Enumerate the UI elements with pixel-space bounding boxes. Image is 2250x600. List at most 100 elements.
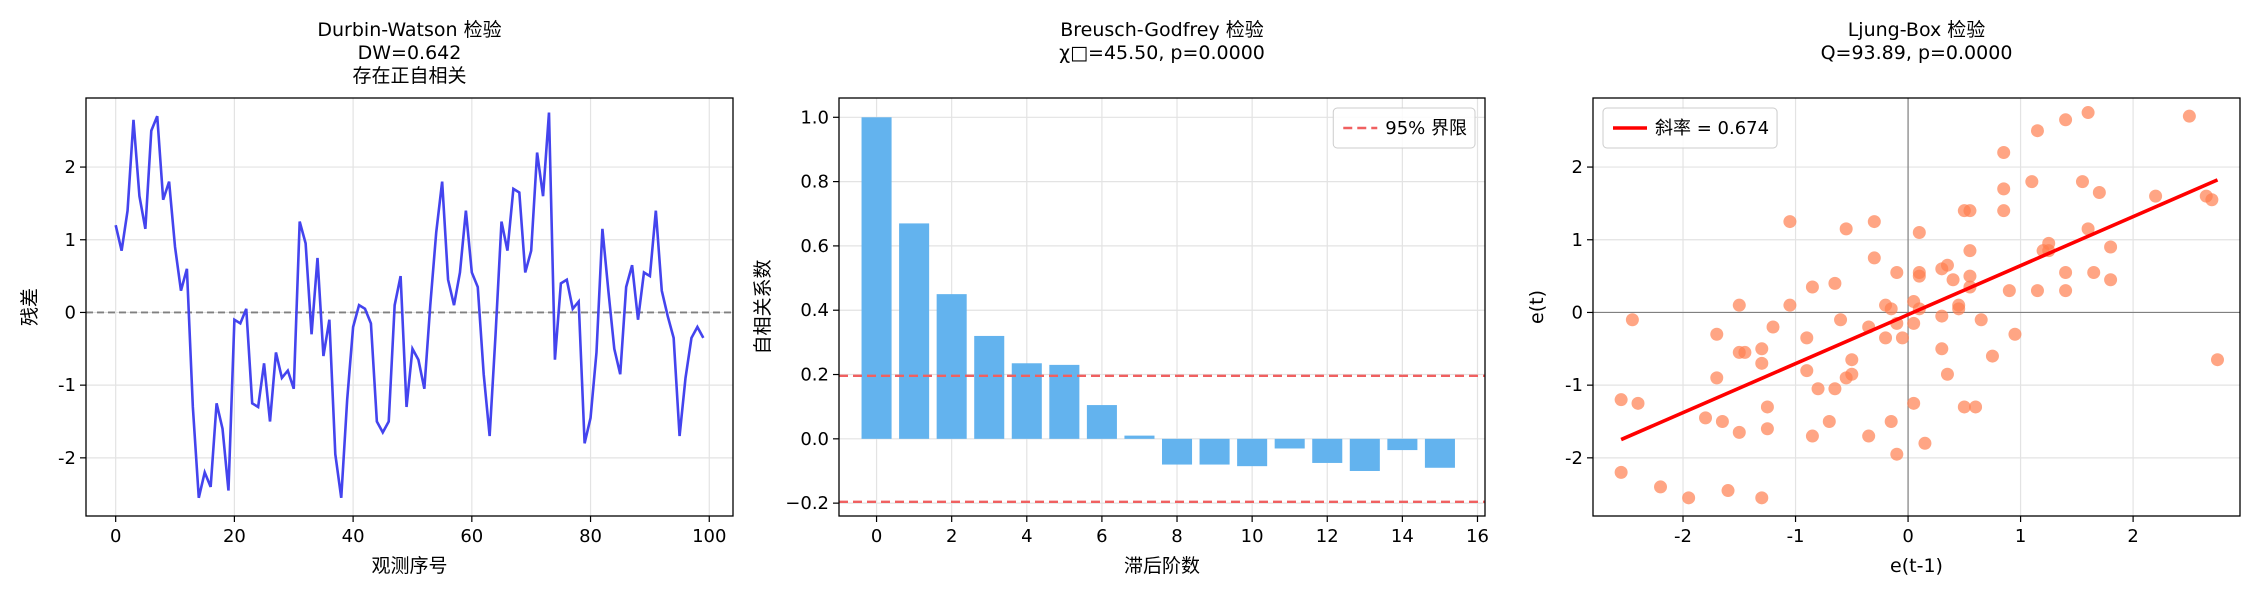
bar bbox=[974, 335, 1005, 439]
plot-frame bbox=[85, 97, 734, 517]
scatter-point bbox=[2104, 240, 2118, 254]
scatter-point bbox=[1715, 414, 1729, 428]
scatter-point bbox=[1907, 295, 1921, 309]
y-tick-label: 0.0 bbox=[800, 429, 829, 450]
scatter-point bbox=[1839, 222, 1853, 236]
bar bbox=[1349, 438, 1380, 471]
bar bbox=[1274, 438, 1305, 449]
y-tick-label: -2 bbox=[1565, 448, 1583, 469]
scatter-point bbox=[1912, 225, 1926, 239]
scatter-point bbox=[1907, 396, 1921, 410]
scatter-point bbox=[1760, 400, 1774, 414]
scatter-point bbox=[1907, 316, 1921, 330]
y-axis-label: 残差 bbox=[19, 288, 41, 326]
x-tick-label: -2 bbox=[1674, 526, 1692, 547]
scatter-point bbox=[1890, 265, 1904, 279]
bar bbox=[936, 294, 967, 439]
legend: 95% 界限 bbox=[1332, 107, 1476, 149]
x-tick-label: 10 bbox=[1241, 526, 1264, 547]
y-tick-label: 1.0 bbox=[800, 107, 829, 128]
scatter-point bbox=[1822, 414, 1836, 428]
y-tick-label: 0.6 bbox=[800, 236, 829, 257]
scatter-point bbox=[2059, 265, 2073, 279]
y-tick-label: 2 bbox=[1572, 157, 1583, 178]
scatter-point bbox=[1867, 251, 1881, 265]
y-axis-label: 自相关系数 bbox=[752, 259, 774, 354]
scatter-point bbox=[2008, 327, 2022, 341]
scatter-point bbox=[1766, 320, 1780, 334]
scatter-point bbox=[1682, 491, 1696, 505]
scatter-point bbox=[1895, 331, 1909, 345]
scatter-point bbox=[1918, 436, 1932, 450]
chart-title: 存在正自相关 bbox=[352, 65, 466, 87]
y-tick-label: −0.2 bbox=[785, 493, 829, 514]
scatter-point bbox=[1940, 258, 1954, 272]
scatter-point bbox=[1800, 331, 1814, 345]
scatter-point bbox=[1732, 425, 1746, 439]
scatter-point bbox=[2059, 113, 2073, 127]
y-tick-label: 0.4 bbox=[800, 300, 829, 321]
scatter-point bbox=[1862, 429, 1876, 443]
scatter-point bbox=[2092, 186, 2106, 200]
scatter-point bbox=[1699, 411, 1713, 425]
scatter-point bbox=[1985, 349, 1999, 363]
y-tick-label: -2 bbox=[58, 448, 76, 469]
scatter-point bbox=[2081, 106, 2095, 120]
scatter-point bbox=[1811, 382, 1825, 396]
x-tick-label: 6 bbox=[1096, 526, 1107, 547]
scatter-point bbox=[1631, 396, 1645, 410]
scatter-point bbox=[1845, 353, 1859, 367]
scatter-point bbox=[1957, 400, 1971, 414]
scatter-point bbox=[1963, 244, 1977, 258]
scatter-point bbox=[1879, 298, 1893, 312]
y-tick-label: 2 bbox=[65, 157, 76, 178]
panel: Ljung-Box 检验Q=93.89, p=0.0000 -2 -1 0 1 2 -2 -1… bbox=[1526, 19, 2241, 577]
scatter-point bbox=[2030, 284, 2044, 298]
scatter-point bbox=[2081, 222, 2095, 236]
scatter-point bbox=[1828, 276, 1842, 290]
scatter-point bbox=[2002, 284, 2016, 298]
scatter-point bbox=[1755, 356, 1769, 370]
legend-box bbox=[1602, 107, 1778, 149]
x-tick-label: 2 bbox=[2127, 526, 2138, 547]
bar bbox=[1199, 438, 1230, 465]
scatter-point bbox=[1760, 422, 1774, 436]
bar bbox=[899, 223, 930, 439]
scatter-point bbox=[2059, 284, 2073, 298]
scatter-point bbox=[1710, 327, 1724, 341]
scatter-point bbox=[1997, 182, 2011, 196]
scatter-point bbox=[2030, 124, 2044, 138]
chart-title: Ljung-Box 检验 bbox=[1848, 19, 1986, 41]
scatter-point bbox=[1890, 447, 1904, 461]
x-tick-label: 0 bbox=[871, 526, 882, 547]
scatter-point bbox=[1935, 342, 1949, 356]
y-tick-label: 1 bbox=[65, 230, 76, 251]
scatter-point bbox=[1755, 342, 1769, 356]
scatter-point bbox=[1879, 331, 1893, 345]
scatter-point bbox=[1867, 215, 1881, 229]
bar bbox=[1237, 438, 1268, 467]
legend-label: 95% 界限 bbox=[1385, 118, 1467, 139]
fit-line bbox=[1620, 178, 2219, 442]
scatter-point bbox=[1997, 146, 2011, 160]
x-tick-label: 0 bbox=[110, 526, 121, 547]
chart-title: Durbin-Watson 检验 bbox=[317, 19, 501, 41]
plot-frame bbox=[838, 97, 1486, 517]
scatter-point bbox=[1783, 215, 1797, 229]
x-axis-label: e(t-1) bbox=[1890, 555, 1943, 577]
scatter-point bbox=[1884, 414, 1898, 428]
x-tick-label: 60 bbox=[460, 526, 483, 547]
bar bbox=[1011, 363, 1042, 439]
x-tick-label: 100 bbox=[692, 526, 726, 547]
x-tick-label: 20 bbox=[223, 526, 246, 547]
scatter-point bbox=[1963, 269, 1977, 283]
x-axis-label: 观测序号 bbox=[371, 555, 447, 577]
y-tick-label: 0 bbox=[1572, 302, 1583, 323]
bar bbox=[1312, 438, 1343, 463]
scatter-point bbox=[1755, 491, 1769, 505]
chart-title: χ□=45.50, p=0.0000 bbox=[1059, 42, 1265, 64]
scatter-point bbox=[1625, 313, 1639, 327]
scatter-point bbox=[1805, 429, 1819, 443]
y-tick-label: 0.2 bbox=[800, 365, 829, 386]
